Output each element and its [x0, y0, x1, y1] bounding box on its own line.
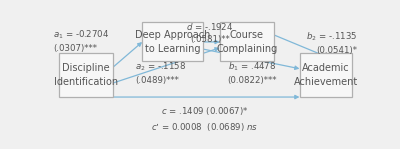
Text: Course
Complaining: Course Complaining	[216, 30, 278, 54]
Text: $a_2$ = -.1158
(.0489)***: $a_2$ = -.1158 (.0489)***	[135, 61, 186, 85]
Text: Discipline
Identification: Discipline Identification	[54, 63, 118, 87]
FancyBboxPatch shape	[220, 22, 274, 62]
Text: $b_2$ = -.1135
(0.0541)*: $b_2$ = -.1135 (0.0541)*	[306, 31, 357, 55]
FancyBboxPatch shape	[300, 53, 352, 97]
Text: $d$ = -.1924
(.0581)**: $d$ = -.1924 (.0581)**	[186, 21, 233, 44]
FancyBboxPatch shape	[142, 22, 203, 62]
Text: $c$ = .1409 (0.0067)*
$c$’ = 0.0008  (0.0689) $ns$: $c$ = .1409 (0.0067)* $c$’ = 0.0008 (0.0…	[151, 105, 259, 134]
Text: Deep Approach
to Learning: Deep Approach to Learning	[135, 30, 210, 54]
FancyBboxPatch shape	[58, 53, 113, 97]
Text: $a_1$ = -0.2704
(.0307)***: $a_1$ = -0.2704 (.0307)***	[53, 28, 110, 53]
Text: $b_1$ = .4478
(0.0822)***: $b_1$ = .4478 (0.0822)***	[227, 61, 276, 85]
Text: Academic
Achievement: Academic Achievement	[294, 63, 358, 87]
